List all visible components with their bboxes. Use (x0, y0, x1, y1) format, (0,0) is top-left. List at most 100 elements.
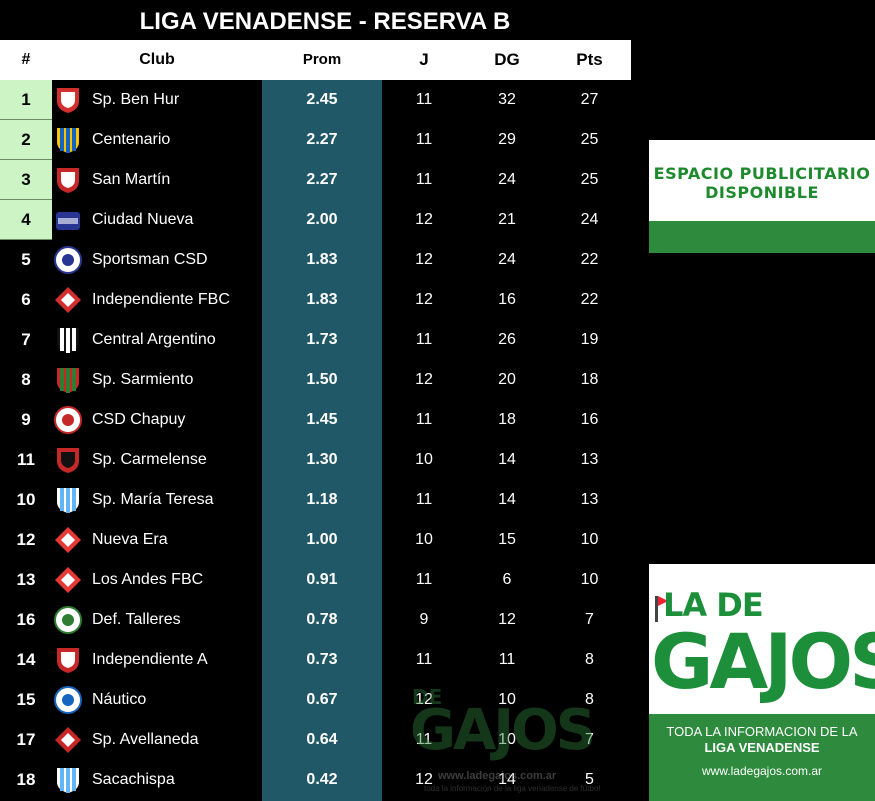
table-row: 12 Nueva Era 1.00 10 15 10 (0, 520, 631, 560)
crest-carmelense-icon (57, 448, 79, 473)
prom-value: 1.83 (306, 251, 338, 268)
grass-decoration (649, 221, 875, 253)
club-name: Los Andes FBC (92, 571, 204, 588)
points: 8 (585, 691, 594, 708)
prom-value: 2.00 (306, 211, 338, 228)
games-played: 11 (415, 491, 433, 508)
club-name: Sp. Ben Hur (92, 91, 180, 108)
points: 5 (585, 771, 594, 788)
crest-avellaneda-icon (55, 727, 81, 753)
prom-value: 1.73 (306, 331, 338, 348)
points: 8 (585, 651, 594, 668)
goal-difference: 18 (498, 411, 516, 428)
points: 27 (580, 91, 599, 108)
goal-difference: 11 (498, 651, 516, 668)
table-row: 3 San Martín 2.27 11 24 25 (0, 160, 631, 200)
rank-cell: 14 (16, 650, 36, 669)
games-played: 12 (415, 251, 433, 268)
points: 7 (585, 611, 594, 628)
ad-space-banner[interactable]: ESPACIO PUBLICITARIO DISPONIBLE (649, 140, 875, 253)
header-pts: Pts (576, 50, 603, 69)
points: 24 (580, 211, 599, 228)
watermark-tagline: toda la información de la liga venadense… (424, 784, 601, 793)
table-row: 11 Sp. Carmelense 1.30 10 14 13 (0, 440, 631, 480)
goal-difference: 10 (498, 691, 516, 708)
prom-value: 1.30 (306, 451, 338, 468)
table-row: 18 Sacachispa 0.42 12 14 5 (0, 760, 631, 800)
brand-tagline2: LIGA VENADENSE (704, 740, 820, 755)
games-played: 11 (415, 91, 433, 108)
prom-value: 0.78 (306, 611, 338, 628)
watermark-gajos: GAJOS (410, 698, 596, 763)
table-row: 9 CSD Chapuy 1.45 11 18 16 (0, 400, 631, 440)
club-name: Independiente A (92, 651, 208, 668)
goal-difference: 14 (498, 451, 516, 468)
games-played: 11 (415, 571, 433, 588)
crest-chapuy-icon (54, 406, 82, 434)
brand-la-de: LA DE (663, 586, 764, 624)
flag-icon (655, 596, 668, 622)
club-name: Sportsman CSD (92, 251, 208, 268)
header-pos: # (21, 51, 31, 68)
games-played: 11 (415, 131, 433, 148)
rank-cell: 11 (17, 450, 35, 469)
table-row: 5 Sportsman CSD 1.83 12 24 22 (0, 240, 631, 280)
rank-cell: 15 (16, 690, 36, 709)
prom-value: 2.27 (306, 131, 338, 148)
prom-value: 0.73 (306, 651, 338, 668)
games-played: 10 (415, 451, 433, 468)
club-name: Sp. Carmelense (92, 451, 207, 468)
ad-space-line2: DISPONIBLE (705, 183, 819, 202)
crest-centenario-icon (57, 128, 79, 153)
crest-san-martin-icon (57, 168, 79, 193)
club-name: Sp. Sarmiento (92, 371, 194, 388)
rank-cell: 1 (0, 80, 52, 120)
club-name: Central Argentino (92, 331, 216, 348)
goal-difference: 29 (498, 131, 516, 148)
club-name: Sp. María Teresa (92, 491, 214, 508)
crest-sportsman-icon (54, 246, 82, 274)
points: 13 (580, 491, 599, 508)
club-name: Sp. Avellaneda (92, 731, 199, 748)
brand-gajos: GAJOS (651, 617, 875, 706)
club-name: Nueva Era (92, 531, 168, 548)
crest-los-andes-icon (55, 567, 81, 593)
prom-value: 1.83 (306, 291, 338, 308)
games-played: 10 (415, 531, 433, 548)
points: 25 (580, 131, 599, 148)
crest-independiente-fbc-icon (55, 287, 81, 313)
rank-cell: 7 (21, 330, 31, 349)
page-title: LIGA VENADENSE - RESERVA B (139, 8, 511, 35)
points: 13 (580, 451, 599, 468)
games-played: 11 (415, 331, 433, 348)
watermark-de: DE (412, 685, 443, 709)
points: 10 (580, 531, 599, 548)
games-played: 12 (415, 771, 433, 788)
rank-cell: 3 (0, 160, 52, 200)
rank-cell: 12 (16, 530, 36, 549)
goal-difference: 6 (502, 571, 512, 588)
table-row: 7 Central Argentino 1.73 11 26 19 (0, 320, 631, 360)
watermark-logo: DE GAJOS www.ladegajos.com.ar toda la in… (410, 680, 610, 800)
prom-value: 0.91 (306, 571, 338, 588)
crest-maria-teresa-icon (57, 488, 79, 513)
crest-independiente-a-icon (57, 648, 79, 673)
ladegajos-banner[interactable]: LA DE GAJOS TODA LA INFORMACION DE LA LI… (649, 564, 875, 801)
goal-difference: 14 (498, 771, 516, 788)
goal-difference: 16 (498, 291, 516, 308)
brand-band: TODA LA INFORMACION DE LA LIGA VENADENSE… (649, 714, 875, 801)
prom-value: 2.45 (306, 91, 338, 108)
ad-space-text: ESPACIO PUBLICITARIO DISPONIBLE (649, 164, 875, 202)
games-played: 11 (415, 171, 433, 188)
goal-difference: 32 (498, 91, 516, 108)
points: 22 (580, 291, 599, 308)
rank-cell: 13 (16, 570, 36, 589)
club-name: San Martín (92, 171, 171, 188)
rank-cell: 16 (16, 610, 36, 629)
table-row: 2 Centenario 2.27 11 29 25 (0, 120, 631, 160)
table-row: 15 Náutico 0.67 12 10 8 (0, 680, 631, 720)
games-played: 11 (415, 411, 433, 428)
rank-cell: 9 (21, 410, 31, 429)
goal-difference: 20 (498, 371, 516, 388)
brand-url: www.ladegajos.com.ar (701, 764, 823, 778)
